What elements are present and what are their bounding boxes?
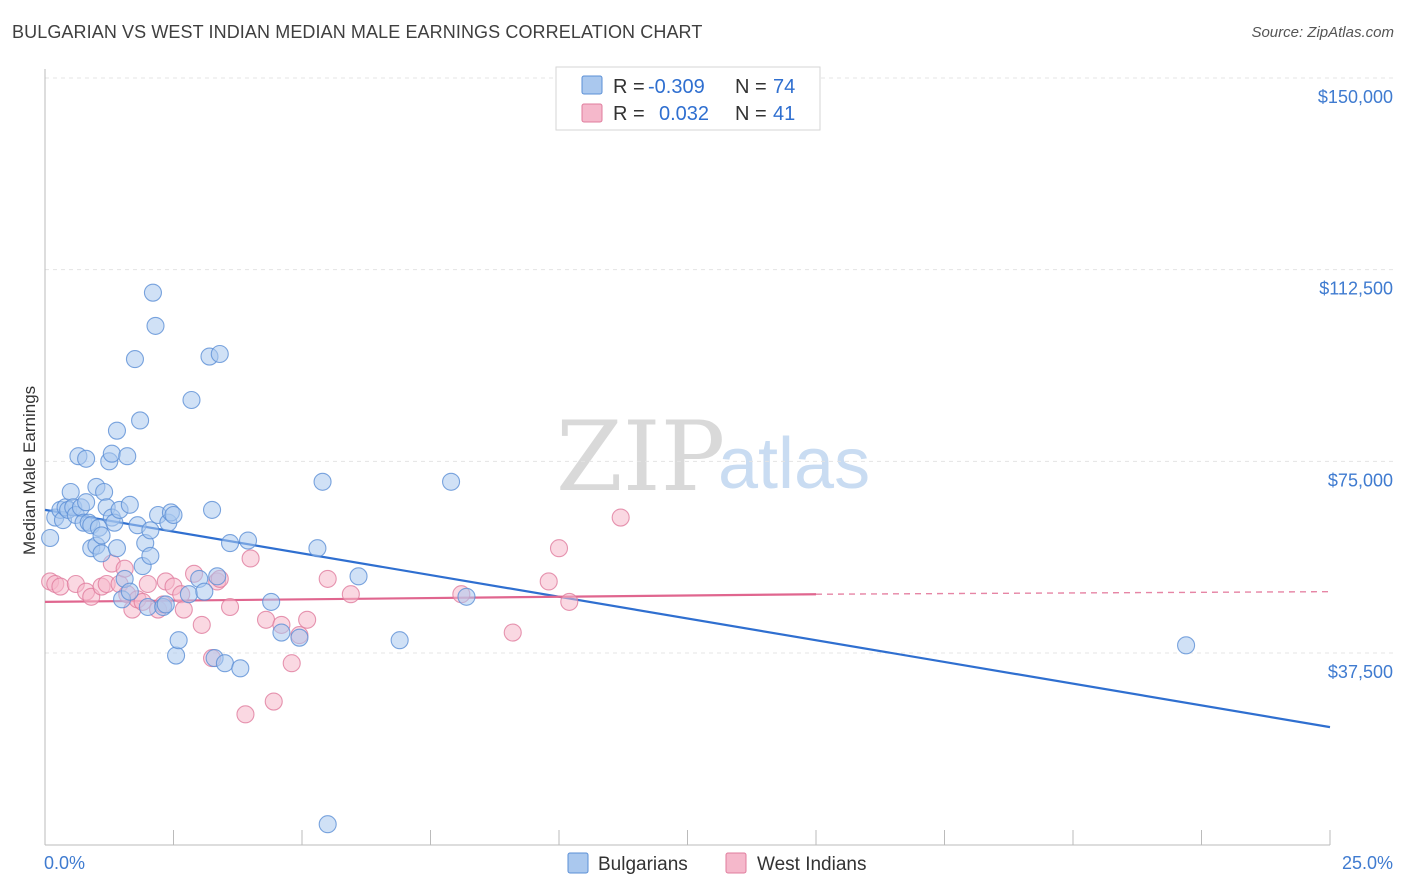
- bulgarian-point: [61, 482, 80, 502]
- bulgarian-point: [313, 472, 332, 491]
- bulgarian-point: [442, 472, 461, 491]
- legend-r-value-1: -0.309: [648, 76, 705, 98]
- bulgarian-point: [220, 534, 240, 553]
- bulgarian-point: [120, 582, 139, 601]
- west-indian-point: [236, 705, 255, 724]
- west-indian-point: [298, 610, 317, 629]
- bottom-swatch-bulgarians: [567, 852, 589, 874]
- legend-n-label-2: N =: [735, 103, 767, 125]
- bulgarian-point: [107, 539, 127, 558]
- west-indian-point: [282, 654, 301, 673]
- y-tick-label: $37,500: [1328, 662, 1393, 682]
- bulgarian-point: [41, 528, 60, 548]
- bulgarian-point: [141, 546, 160, 565]
- west-indian-point: [51, 577, 70, 596]
- west-indian-point: [549, 539, 569, 558]
- legend-swatch-west-indians: [581, 103, 603, 123]
- bulgarian-point: [231, 659, 250, 678]
- bulgarian-point: [272, 623, 291, 642]
- bulgarian-point: [238, 531, 258, 550]
- bulgarian-point: [156, 595, 175, 614]
- watermark-zip: ZIP: [556, 401, 725, 513]
- y-tick-label: $75,000: [1328, 470, 1393, 490]
- bulgarian-point: [457, 587, 476, 606]
- west-indian-point: [220, 597, 240, 617]
- bulgarian-point: [141, 521, 160, 540]
- west-indian-point: [341, 585, 360, 604]
- bulgarian-point: [349, 567, 368, 586]
- bulgarian-point: [107, 421, 127, 440]
- legend-n-value-2: 41: [773, 103, 795, 125]
- bulgarian-point: [102, 444, 121, 463]
- bottom-legend-west-indians: West Indians: [757, 854, 866, 875]
- correlation-legend: R = -0.309 N = 74 R = 0.032 N = 41: [555, 66, 821, 131]
- bulgarian-point: [167, 646, 186, 665]
- bulgarian-point: [146, 316, 165, 335]
- west-indian-point: [560, 592, 579, 611]
- bulgarian-point: [290, 628, 309, 647]
- bulgarian-trend-line: [44, 508, 1331, 729]
- y-tick-label: $112,500: [1319, 279, 1393, 299]
- bulgarian-point: [182, 390, 201, 410]
- west-indian-point: [192, 615, 211, 634]
- bulgarian-point: [390, 631, 409, 650]
- west-indian-point: [539, 572, 558, 591]
- west-indian-trend-extension: [815, 590, 1331, 595]
- bulgarian-point: [125, 350, 144, 369]
- bottom-legend-bulgarians: Bulgarians: [598, 854, 688, 875]
- bulgarian-point: [169, 631, 188, 650]
- bulgarian-point: [215, 654, 234, 673]
- legend-r-label-2: R =: [613, 103, 645, 125]
- legend-n-label-1: N =: [735, 76, 767, 98]
- bulgarian-point: [92, 544, 111, 563]
- bulgarian-point: [138, 597, 157, 617]
- bulgarian-point: [262, 592, 281, 611]
- series-legend: Bulgarians West Indians: [567, 852, 866, 875]
- bulgarian-point: [118, 447, 137, 466]
- axes: [44, 69, 1331, 846]
- bulgarian-point: [1177, 636, 1196, 655]
- tick-labels: $37,500 $75,000 $112,500 $150,000 0.0% 25.0%: [44, 87, 1393, 873]
- legend-swatch-bulgarians: [581, 75, 603, 95]
- west-indian-point: [503, 623, 522, 642]
- bulgarian-point: [179, 585, 198, 604]
- bottom-swatch-west-indians: [725, 852, 747, 874]
- bulgarian-point: [164, 505, 183, 525]
- west-indian-point: [174, 600, 193, 619]
- bulgarian-point: [195, 582, 214, 601]
- west-indian-point: [256, 610, 276, 629]
- west-indian-point: [318, 569, 337, 588]
- bulgarian-point: [318, 815, 337, 834]
- bulgarian-point: [210, 344, 229, 364]
- legend-n-value-1: 74: [773, 76, 795, 98]
- bulgarian-point: [92, 526, 111, 545]
- x-tick-label-right: 25.0%: [1342, 853, 1393, 873]
- bulgarian-point: [77, 449, 96, 468]
- bulgarian-point: [131, 411, 150, 430]
- bulgarian-point: [120, 495, 139, 514]
- west-indian-point: [611, 508, 630, 527]
- west-indian-point: [241, 549, 260, 568]
- west-indian-point: [264, 692, 283, 711]
- data-points: [41, 283, 1196, 834]
- bulgarian-point: [308, 539, 327, 558]
- bulgarian-point: [208, 567, 227, 586]
- bulgarian-point: [95, 482, 114, 502]
- bulgarian-point: [77, 493, 96, 512]
- chart-title: BULGARIAN VS WEST INDIAN MEDIAN MALE EAR…: [12, 22, 703, 42]
- x-tick-label-left: 0.0%: [44, 853, 85, 873]
- watermark-atlas: atlas: [718, 424, 870, 504]
- bulgarian-point: [203, 500, 222, 519]
- bulgarian-point: [143, 283, 162, 302]
- y-axis-label: Median Male Earnings: [20, 386, 39, 555]
- legend-r-label-1: R =: [613, 76, 645, 98]
- legend-r-value-2: 0.032: [659, 103, 709, 125]
- source-credit: Source: ZipAtlas.com: [1251, 24, 1394, 41]
- west-indian-point: [138, 574, 157, 594]
- y-tick-label: $150,000: [1318, 87, 1393, 107]
